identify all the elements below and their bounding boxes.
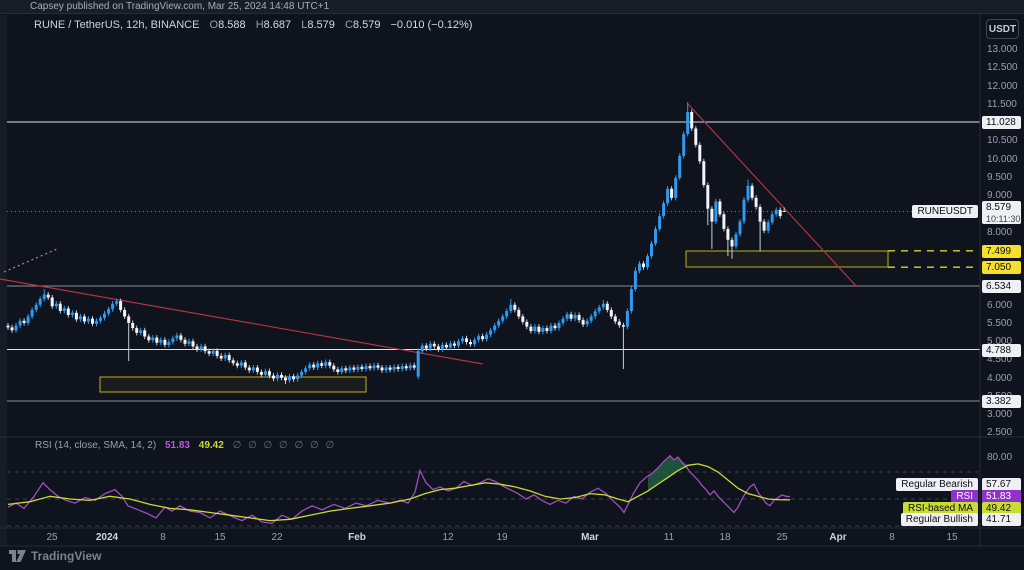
price-tick: 12.000 bbox=[987, 80, 1018, 92]
low-label: L bbox=[301, 19, 308, 31]
price-level-label: 51.83 bbox=[982, 489, 1021, 503]
rsi-hidden-values: ∅ ∅ ∅ ∅ ∅ ∅ ∅ bbox=[232, 440, 337, 451]
price-tick: 9.000 bbox=[987, 190, 1013, 201]
price-tick: 3.000 bbox=[987, 409, 1013, 420]
trendline-drawing[interactable] bbox=[687, 103, 858, 288]
high-label: H bbox=[255, 19, 264, 31]
tradingview-logo-text: TradingView bbox=[31, 549, 102, 563]
price-level-label: 3.382 bbox=[982, 394, 1021, 408]
open-value: 8.588 bbox=[218, 19, 246, 31]
drawing-name-label[interactable]: RSI bbox=[951, 489, 978, 503]
drawing-name-label[interactable]: Regular Bullish bbox=[900, 512, 978, 526]
time-tick: 19 bbox=[496, 532, 508, 543]
currency-unit-button[interactable]: USDT bbox=[986, 19, 1019, 39]
price-level-label: 7.499 bbox=[982, 244, 1021, 258]
price-tick: 6.000 bbox=[987, 299, 1013, 311]
price-tick: 11.500 bbox=[987, 98, 1017, 110]
price-level-label: 41.71 bbox=[982, 512, 1021, 526]
time-tick: Feb bbox=[348, 532, 366, 543]
price-tick: 5.500 bbox=[987, 317, 1013, 329]
price-tick: 10.500 bbox=[987, 135, 1018, 147]
rsi-current-value: 51.83 bbox=[164, 440, 190, 451]
time-tick: 22 bbox=[271, 532, 283, 543]
price-tick: 8.000 bbox=[987, 226, 1013, 238]
price-tick: 12.500 bbox=[987, 62, 1018, 74]
rsi-divergence-fill bbox=[648, 455, 688, 491]
time-tick: 12 bbox=[442, 532, 454, 543]
price-level-label: 4.788 bbox=[982, 343, 1021, 357]
rsi-tick: 80.00 bbox=[987, 452, 1013, 463]
time-tick: 15 bbox=[946, 532, 958, 543]
price-level-label: 11.028 bbox=[982, 115, 1021, 129]
time-tick: 2024 bbox=[95, 532, 119, 543]
price-level-label: 49.42 bbox=[982, 501, 1021, 515]
high-value: 8.687 bbox=[263, 19, 292, 31]
time-tick: 25 bbox=[776, 532, 788, 543]
time-tick: 8 bbox=[160, 532, 166, 543]
publish-banner-text: Capsey published on TradingView.com, Mar… bbox=[30, 1, 330, 12]
drawing-name-label[interactable]: RUNEUSDT bbox=[912, 204, 978, 218]
price-level-label: 6.534 bbox=[982, 279, 1021, 293]
time-tick: 25 bbox=[46, 532, 58, 543]
open-label: O bbox=[209, 19, 219, 31]
price-level-label: 57.67 bbox=[982, 477, 1021, 491]
close-value: 8.579 bbox=[352, 19, 381, 31]
tradingview-logo[interactable]: TradingView bbox=[9, 549, 101, 563]
time-axis[interactable]: 25 2024 8 15 22 Feb 12 19 Mar 11 18 25 Apr 8 15 bbox=[0, 529, 980, 546]
time-tick: Mar bbox=[581, 532, 599, 543]
price-tick: 2.500 bbox=[987, 427, 1013, 439]
price-tick: 10.000 bbox=[987, 153, 1018, 165]
close-label: C bbox=[344, 19, 353, 31]
rsi-indicator-legend[interactable]: RSI (14, close, SMA, 14, 2) 51.83 49.42 … bbox=[35, 440, 336, 451]
time-tick: 15 bbox=[214, 532, 226, 543]
price-tick: 4.500 bbox=[987, 354, 1013, 366]
last-price-label: 8.579 10:11:30 bbox=[982, 201, 1021, 224]
price-tick: 9.500 bbox=[987, 171, 1013, 183]
price-tick: 13.000 bbox=[987, 44, 1018, 55]
dotted-trendline-drawing[interactable] bbox=[3, 248, 58, 273]
time-tick: 18 bbox=[719, 532, 731, 543]
symbol-legend[interactable]: RUNE / TetherUS, 12h, BINANCE O8.588 H8.… bbox=[34, 19, 472, 31]
trendline-drawing[interactable] bbox=[0, 278, 484, 365]
rsi-ma-line bbox=[7, 463, 791, 522]
drawing-name-label[interactable]: RSI-based MA bbox=[902, 501, 978, 515]
rectangle-zone-drawing[interactable] bbox=[685, 250, 889, 268]
price-tick: 5.000 bbox=[987, 336, 1013, 347]
time-tick: 11 bbox=[663, 532, 675, 543]
countdown-timer: 10:11:30 bbox=[986, 214, 1021, 224]
price-level-label: 7.050 bbox=[982, 260, 1021, 274]
change-value: −0.010 (−0.12%) bbox=[390, 19, 473, 31]
tradingview-logo-icon bbox=[9, 550, 26, 562]
publish-banner: Capsey published on TradingView.com, Mar… bbox=[0, 0, 1024, 14]
price-axis[interactable]: 13.000 12.500 12.000 11.500 10.500 10.000 9.50… bbox=[980, 14, 1024, 546]
time-tick: Apr bbox=[829, 532, 847, 543]
candles bbox=[6, 102, 786, 384]
rsi-title: RSI (14, close, SMA, 14, 2) bbox=[35, 440, 157, 451]
left-margin-strip bbox=[0, 15, 7, 546]
price-tick: 4.000 bbox=[987, 372, 1013, 384]
symbol-title[interactable]: RUNE / TetherUS, 12h, BINANCE bbox=[34, 19, 200, 31]
rectangle-zone-drawing[interactable] bbox=[99, 376, 367, 393]
drawing-name-label[interactable]: Regular Bearish bbox=[896, 477, 978, 491]
time-tick: 8 bbox=[889, 532, 895, 543]
low-value: 8.579 bbox=[307, 19, 335, 31]
rsi-ma-current-value: 49.42 bbox=[198, 440, 224, 451]
